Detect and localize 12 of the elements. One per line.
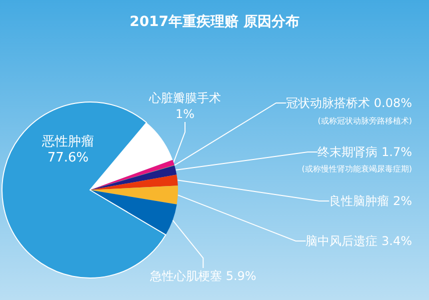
data-label: 77.6% xyxy=(47,150,89,166)
slice-label: 脑中风后遗症 3.4% xyxy=(306,234,412,248)
text: (或称慢性肾功能衰竭尿毒症期) xyxy=(302,164,412,174)
text: (或称冠状动脉旁路移植术) xyxy=(318,116,412,126)
data-label: 1% xyxy=(175,107,195,121)
slice-label: 心脏瓣膜手术 xyxy=(148,91,221,105)
slice-label: 急性心肌梗塞 5.9% xyxy=(149,269,256,283)
slice-label: 恶性肿瘤 xyxy=(41,134,94,150)
slice-label: 终末期肾病 1.7% xyxy=(318,145,412,159)
slice-label: 良性脑肿瘤 2% xyxy=(329,194,412,208)
chart-title: 2017年重疾理赔 原因分布 xyxy=(130,13,300,30)
slice-label: 冠状动脉搭桥术 0.08% xyxy=(286,96,412,110)
